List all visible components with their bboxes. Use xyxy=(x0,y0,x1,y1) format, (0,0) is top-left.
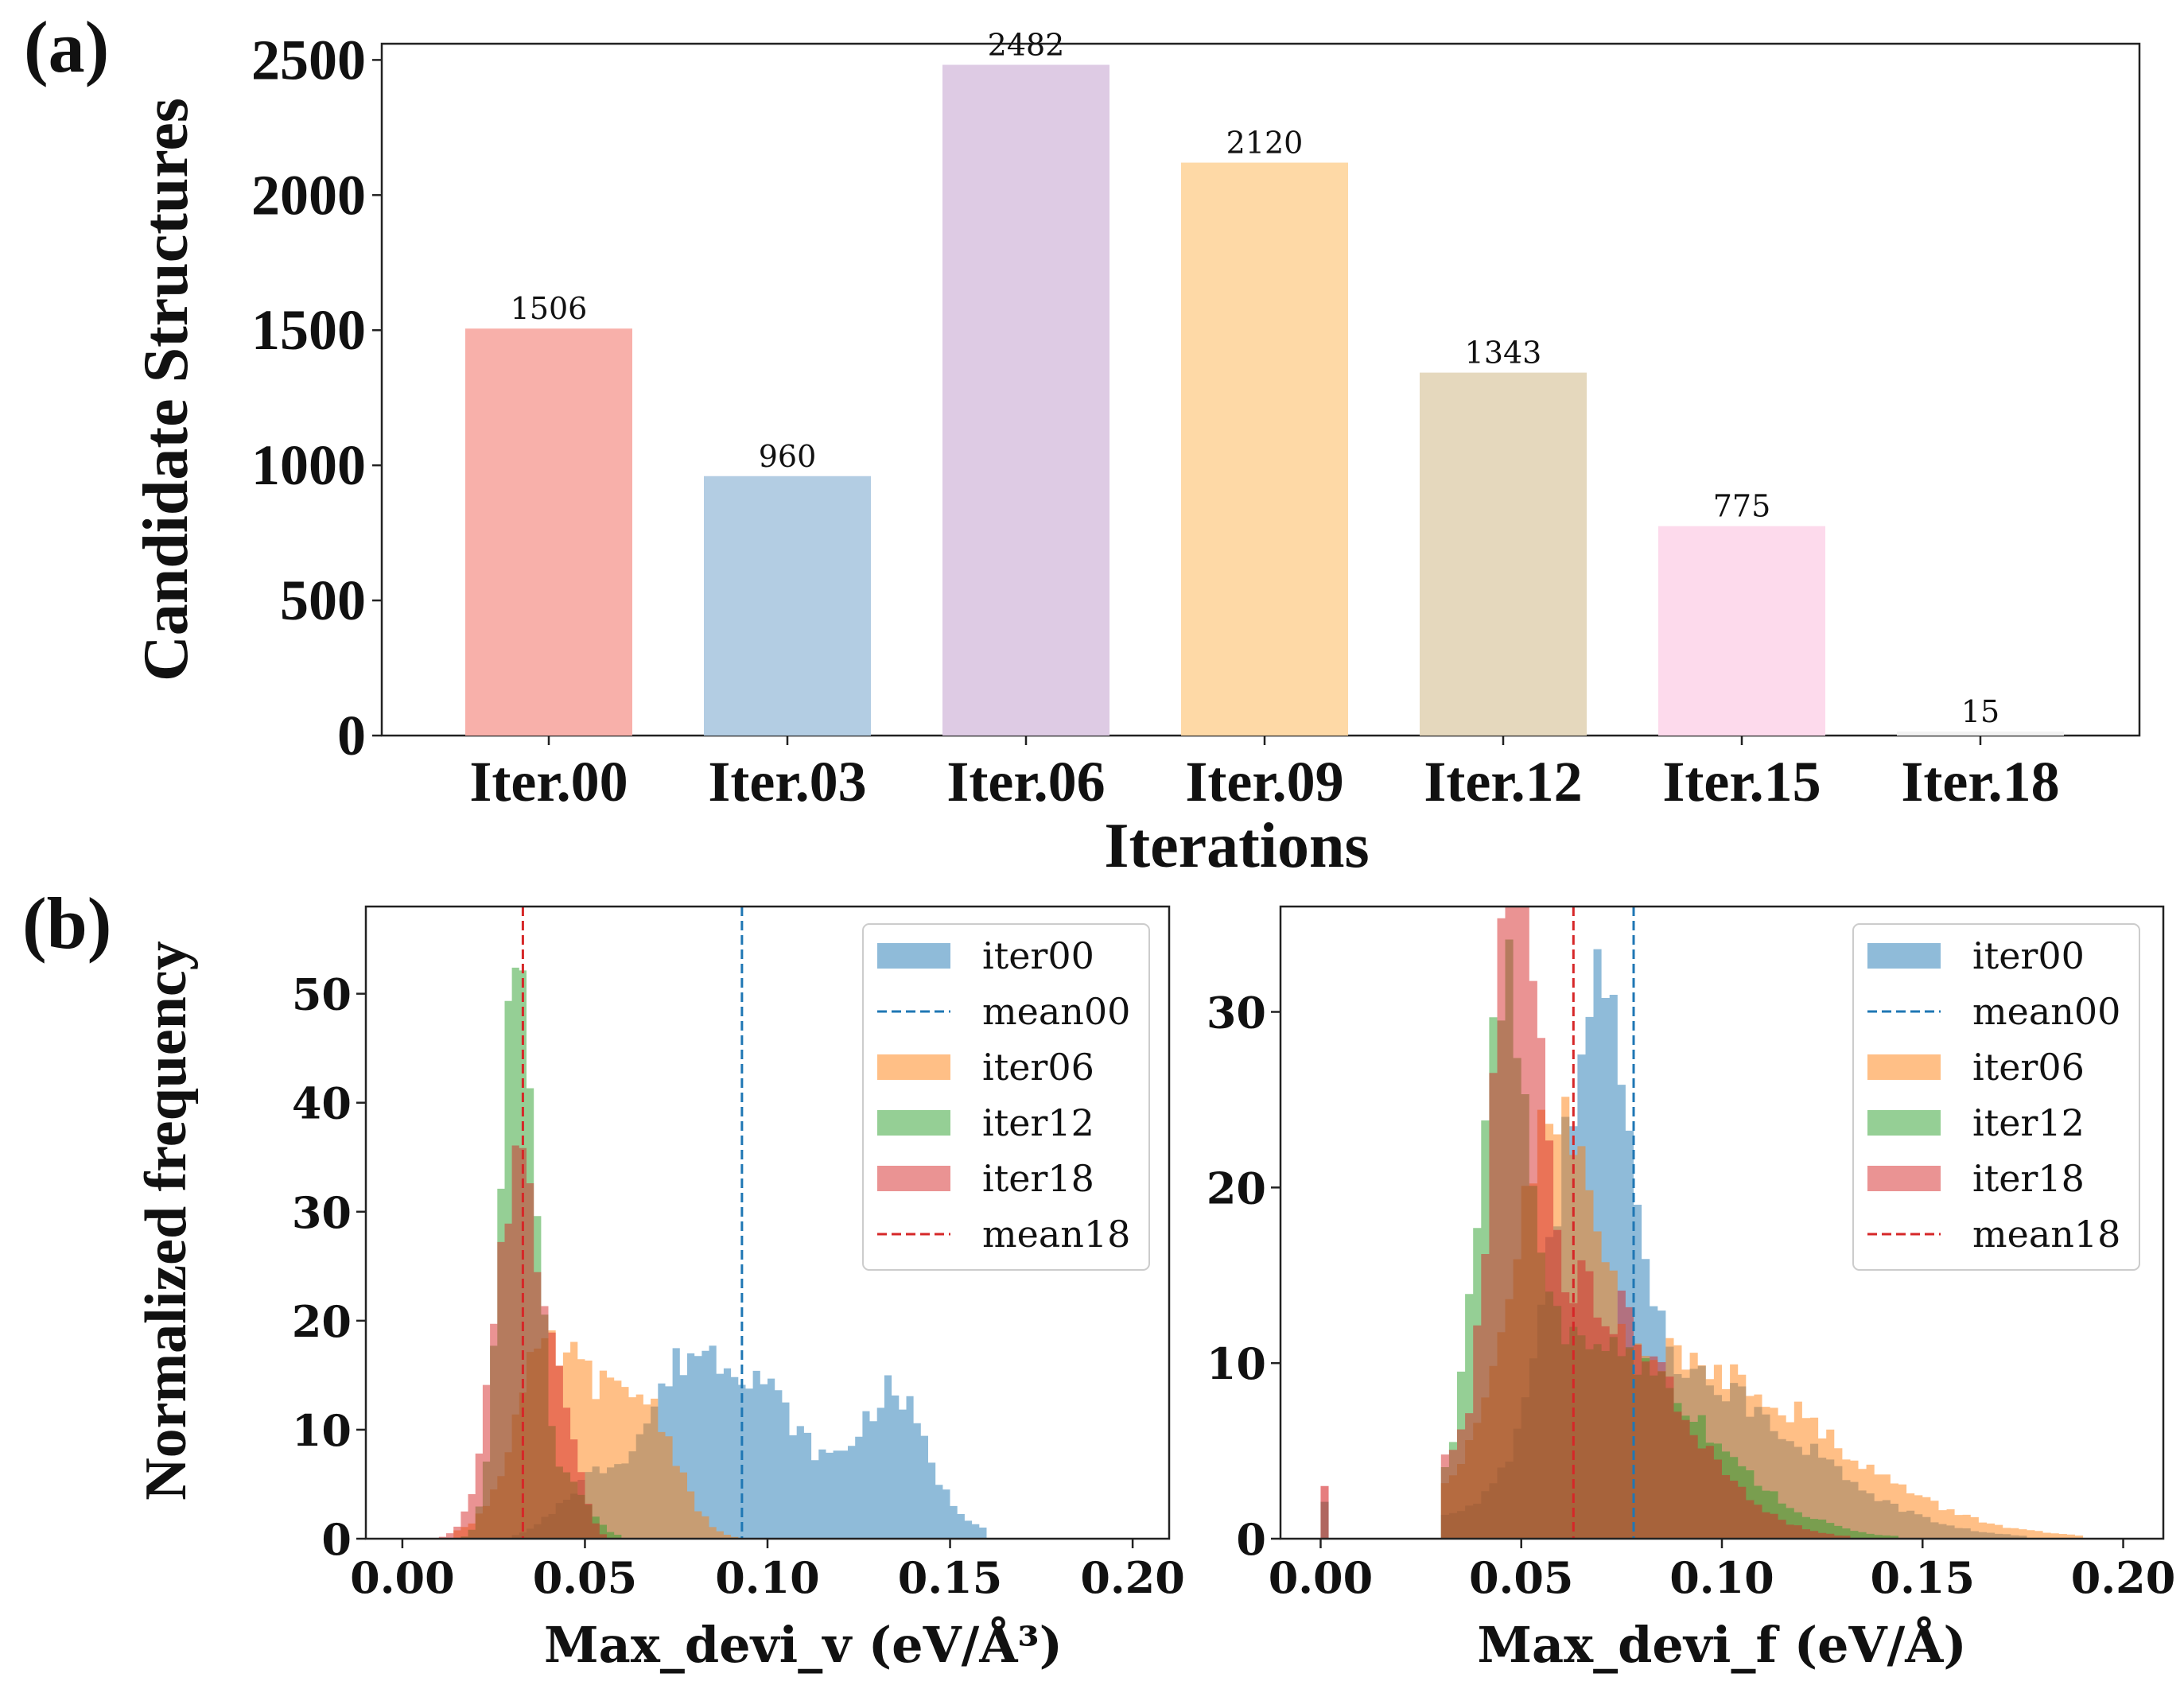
histogram-max-devi-f: 0.00 0.05 0.10 0.15 0.20 0 10 20 30 iter00 mean00… xyxy=(1207,905,2175,1674)
y-tick-label: 40 xyxy=(292,1078,352,1129)
hist-v-legend: iter00 mean00 iter06 iter12 iter18 mean18 xyxy=(862,923,1150,1271)
hist-f-legend: iter00 mean00 iter06 iter12 iter18 mean18 xyxy=(1852,923,2140,1271)
y-tick-label: 2500 xyxy=(251,28,366,91)
y-tick-label: 50 xyxy=(292,969,352,1020)
y-tick-label: 30 xyxy=(292,1187,352,1238)
hist-v-bars xyxy=(438,967,987,1539)
x-tick-label: 0.20 xyxy=(2071,1552,2176,1603)
hist-f-x-axis-title: Max_devi_f (eV/Å) xyxy=(1477,1616,1966,1674)
hist-f-mean-lines xyxy=(1572,907,1635,1539)
hist-v-mean-lines xyxy=(521,907,744,1539)
x-tick-label: Iter.18 xyxy=(1901,750,2059,813)
x-tick-label: 0.10 xyxy=(715,1552,820,1603)
x-tick-label: 0.05 xyxy=(533,1552,638,1603)
bar-iter-00 xyxy=(465,328,632,736)
legend-label-mean00: mean00 xyxy=(1972,990,2120,1033)
legend-label-mean00: mean00 xyxy=(982,990,1130,1033)
bar-value-label: 1506 xyxy=(511,291,588,326)
x-tick-label: Iter.06 xyxy=(946,750,1105,813)
legend-label-iter06: iter06 xyxy=(982,1046,1094,1089)
bar-iter-15 xyxy=(1658,526,1825,736)
panel-label-b: (b) xyxy=(22,883,111,964)
y-tick-label: 0 xyxy=(1236,1514,1266,1565)
bar-iter-12 xyxy=(1420,372,1587,736)
bar-iter-09 xyxy=(1181,162,1348,736)
legend-swatch-iter18 xyxy=(877,1166,950,1191)
x-tick-label: 0.15 xyxy=(898,1552,1003,1603)
legend-swatch-iter12 xyxy=(877,1110,950,1136)
y-tick-label: 0 xyxy=(321,1514,352,1565)
bar-iter-03 xyxy=(704,476,871,736)
bar-x-axis-title: Iterations xyxy=(1104,811,1369,881)
legend-label-iter12: iter12 xyxy=(982,1101,1094,1144)
bar-y-ticks: 0 500 1000 1500 2000 2500 xyxy=(251,28,382,767)
legend-swatch-iter06 xyxy=(1867,1054,1941,1080)
series-iter18 xyxy=(1440,907,1851,1539)
bar-value-label: 2120 xyxy=(1226,126,1304,161)
x-tick-label: Iter.09 xyxy=(1185,750,1343,813)
y-tick-label: 1000 xyxy=(251,433,366,497)
hist-v-ticks: 0.00 0.05 0.10 0.15 0.20 0 10 20 30 40 50 xyxy=(292,969,1185,1603)
legend-label-mean18: mean18 xyxy=(1972,1213,2120,1256)
legend-label-iter18: iter18 xyxy=(982,1157,1094,1200)
legend-label-mean18: mean18 xyxy=(982,1213,1130,1256)
x-tick-label: Iter.12 xyxy=(1424,750,1582,813)
bar-x-ticks: Iter.00 Iter.03 Iter.06 Iter.09 Iter.12 Iter.… xyxy=(469,736,2060,813)
bar-y-axis-title: Candidate Structures xyxy=(131,98,201,681)
histogram-max-devi-v: 0.00 0.05 0.10 0.15 0.20 0 10 20 30 40 50 iter00 me… xyxy=(134,905,1185,1674)
bar-chart: 1506 960 2482 2120 1343 775 15 0 500 1000 1500 200… xyxy=(131,28,2141,881)
y-tick-label: 10 xyxy=(1207,1338,1266,1389)
hist-bars-iter18 xyxy=(1440,907,1851,1539)
hist-spike-overlap xyxy=(1320,1501,1329,1539)
legend-swatch-iter00 xyxy=(877,943,950,969)
y-tick-label: 2000 xyxy=(251,163,366,227)
x-tick-label: 0.20 xyxy=(1080,1552,1185,1603)
x-tick-label: 0.00 xyxy=(350,1552,455,1603)
y-tick-label: 500 xyxy=(280,569,366,632)
bar-value-label: 2482 xyxy=(988,28,1065,63)
legend-swatch-iter00 xyxy=(1867,943,1941,969)
bar-value-label: 960 xyxy=(759,439,817,474)
x-tick-label: 0.05 xyxy=(1469,1552,1574,1603)
x-tick-label: Iter.15 xyxy=(1662,750,1821,813)
x-tick-label: Iter.03 xyxy=(708,750,866,813)
legend-swatch-iter12 xyxy=(1867,1110,1941,1136)
y-tick-label: 30 xyxy=(1207,988,1266,1039)
x-tick-label: 0.15 xyxy=(1871,1552,1976,1603)
hist-f-bars xyxy=(1320,907,2084,1539)
bar-value-label: 1343 xyxy=(1465,336,1542,371)
hist-v-x-axis-title: Max_devi_v (eV/Å³) xyxy=(544,1616,1063,1674)
y-tick-label: 0 xyxy=(337,704,366,767)
y-tick-label: 20 xyxy=(292,1296,352,1347)
legend-swatch-iter06 xyxy=(877,1054,950,1080)
y-tick-label: 1500 xyxy=(251,298,366,362)
bar-value-label: 15 xyxy=(1961,694,1999,729)
legend-label-iter00: iter00 xyxy=(982,934,1094,977)
x-tick-label: 0.10 xyxy=(1669,1552,1774,1603)
x-tick-label: 0.00 xyxy=(1269,1552,1374,1603)
y-tick-label: 10 xyxy=(292,1405,352,1456)
legend-label-iter12: iter12 xyxy=(1972,1101,2085,1144)
bar-iter-06 xyxy=(942,64,1109,736)
legend-swatch-iter18 xyxy=(1867,1166,1941,1191)
legend-label-iter06: iter06 xyxy=(1972,1046,2085,1089)
bar-marks: 1506 960 2482 2120 1343 775 15 xyxy=(465,28,2064,736)
x-tick-label: Iter.00 xyxy=(469,750,628,813)
hist-y-axis-title: Normalized frequency xyxy=(134,941,199,1501)
legend-label-iter00: iter00 xyxy=(1972,934,2085,977)
hist-f-ticks: 0.00 0.05 0.10 0.15 0.20 0 10 20 30 xyxy=(1207,988,2175,1604)
legend-label-iter18: iter18 xyxy=(1972,1157,2085,1200)
bar-iter-18 xyxy=(1897,731,2064,736)
panel-label-a: (a) xyxy=(24,6,109,87)
bar-value-label: 775 xyxy=(1713,489,1771,524)
y-tick-label: 20 xyxy=(1207,1163,1266,1213)
